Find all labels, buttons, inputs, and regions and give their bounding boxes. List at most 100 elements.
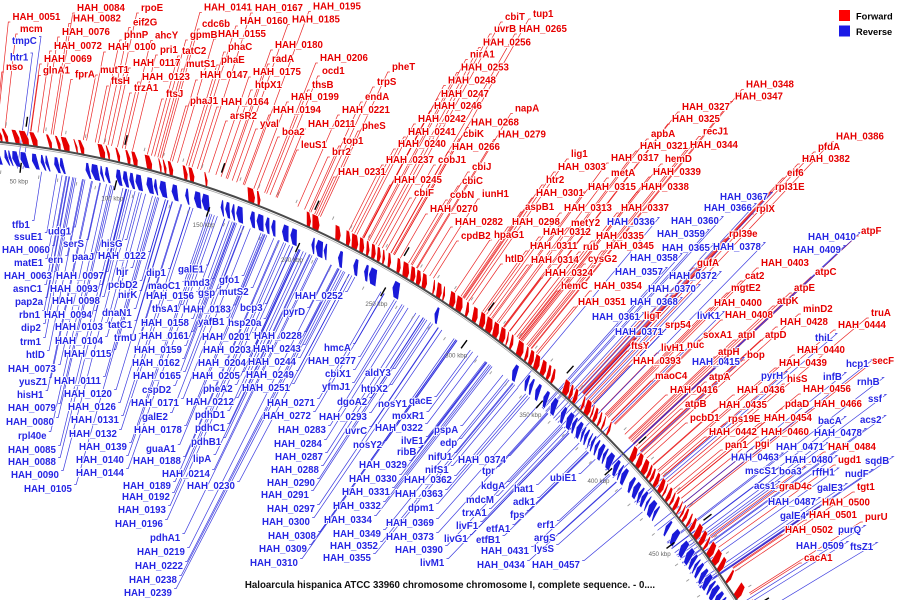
svg-text:pcbD2: pcbD2 bbox=[108, 280, 138, 291]
svg-text:HAH_0139: HAH_0139 bbox=[79, 442, 128, 453]
svg-text:HAH_0410: HAH_0410 bbox=[808, 232, 856, 243]
svg-text:htpX2: htpX2 bbox=[361, 384, 388, 395]
svg-text:etfB1: etfB1 bbox=[476, 535, 501, 546]
svg-text:cat2: cat2 bbox=[745, 271, 764, 282]
svg-text:htpX1: htpX1 bbox=[255, 80, 283, 91]
svg-text:trmU: trmU bbox=[114, 333, 137, 344]
svg-text:guaA1: guaA1 bbox=[146, 444, 176, 455]
svg-text:ligT: ligT bbox=[644, 311, 661, 322]
svg-text:HAH_0336: HAH_0336 bbox=[607, 217, 656, 228]
svg-text:HAH_0076: HAH_0076 bbox=[62, 27, 111, 38]
svg-text:HAH_0313: HAH_0313 bbox=[564, 203, 613, 214]
svg-text:HAH_0309: HAH_0309 bbox=[259, 544, 308, 555]
svg-text:mgtE2: mgtE2 bbox=[731, 283, 761, 294]
svg-text:HAH_0344: HAH_0344 bbox=[690, 140, 739, 151]
svg-text:HAH_0456: HAH_0456 bbox=[803, 384, 852, 395]
svg-text:HAH_0382: HAH_0382 bbox=[802, 154, 850, 165]
svg-text:HAH_0435: HAH_0435 bbox=[719, 400, 768, 411]
svg-text:250 kbp: 250 kbp bbox=[365, 301, 388, 308]
svg-text:mutT1: mutT1 bbox=[100, 65, 130, 76]
svg-text:HAH_0317: HAH_0317 bbox=[611, 153, 659, 164]
svg-text:adk1: adk1 bbox=[513, 497, 536, 508]
svg-text:trm1: trm1 bbox=[20, 337, 42, 348]
svg-text:HAH_0120: HAH_0120 bbox=[64, 389, 112, 400]
svg-text:minD2: minD2 bbox=[803, 304, 833, 315]
svg-text:maoC4: maoC4 bbox=[655, 371, 688, 382]
svg-text:HAH_0195: HAH_0195 bbox=[313, 2, 362, 13]
svg-text:HAH_0185: HAH_0185 bbox=[292, 15, 341, 26]
svg-text:150 kbp: 150 kbp bbox=[193, 222, 216, 229]
svg-text:erf1: erf1 bbox=[537, 520, 555, 531]
svg-text:htlD: htlD bbox=[505, 254, 524, 265]
svg-text:HAH_0103: HAH_0103 bbox=[55, 322, 104, 333]
svg-text:rbn1: rbn1 bbox=[19, 310, 41, 321]
svg-text:HAH_0240: HAH_0240 bbox=[398, 139, 446, 150]
svg-text:cspD2: cspD2 bbox=[142, 385, 171, 396]
svg-text:400 kbp: 400 kbp bbox=[587, 478, 610, 485]
svg-text:HAH_0480: HAH_0480 bbox=[785, 455, 833, 466]
svg-text:HAH_0373: HAH_0373 bbox=[386, 532, 435, 543]
svg-text:iunH1: iunH1 bbox=[482, 189, 510, 200]
svg-text:HAH_0126: HAH_0126 bbox=[68, 402, 117, 413]
svg-text:HAH_0171: HAH_0171 bbox=[131, 398, 180, 409]
svg-text:pan1: pan1 bbox=[725, 440, 748, 451]
svg-text:Forward: Forward bbox=[856, 12, 893, 22]
svg-text:pheA2: pheA2 bbox=[203, 384, 233, 395]
svg-text:pheT: pheT bbox=[392, 62, 415, 73]
svg-text:HAH_0325: HAH_0325 bbox=[672, 114, 721, 125]
svg-text:apbA: apbA bbox=[651, 129, 675, 140]
svg-text:HAH_0360: HAH_0360 bbox=[671, 216, 719, 227]
svg-text:HAH_0487: HAH_0487 bbox=[768, 497, 816, 508]
svg-text:HAH_0211: HAH_0211 bbox=[308, 119, 356, 130]
svg-text:metY2: metY2 bbox=[571, 218, 600, 229]
svg-text:dnaN1: dnaN1 bbox=[102, 308, 132, 319]
svg-text:HAH_0094: HAH_0094 bbox=[44, 310, 93, 321]
svg-text:HAH_0237: HAH_0237 bbox=[386, 155, 434, 166]
svg-text:yval: yval bbox=[260, 119, 279, 130]
svg-text:HAH_0408: HAH_0408 bbox=[725, 310, 774, 321]
svg-text:ilvE1: ilvE1 bbox=[401, 436, 424, 447]
svg-text:endA: endA bbox=[365, 92, 389, 103]
svg-text:bop: bop bbox=[747, 350, 765, 361]
svg-text:HAH_0115: HAH_0115 bbox=[64, 349, 112, 360]
svg-text:rplX: rplX bbox=[756, 204, 775, 215]
svg-text:ribB: ribB bbox=[397, 447, 416, 458]
svg-text:htlD: htlD bbox=[26, 350, 45, 361]
svg-text:truA: truA bbox=[871, 308, 891, 319]
svg-text:tatC2: tatC2 bbox=[182, 46, 206, 57]
svg-text:HAH_0415: HAH_0415 bbox=[692, 357, 741, 368]
svg-text:HAH_0085: HAH_0085 bbox=[8, 445, 57, 456]
svg-text:infB: infB bbox=[823, 372, 842, 383]
svg-text:hat1: hat1 bbox=[514, 484, 535, 495]
svg-text:HAH_0239: HAH_0239 bbox=[124, 588, 173, 599]
svg-text:eif2G: eif2G bbox=[133, 18, 157, 29]
svg-text:atpB: atpB bbox=[685, 399, 707, 410]
svg-text:HAH_0440: HAH_0440 bbox=[797, 345, 845, 356]
svg-text:50 kbp: 50 kbp bbox=[10, 179, 29, 186]
svg-text:HAH_0400: HAH_0400 bbox=[714, 298, 762, 309]
svg-text:uvrB: uvrB bbox=[494, 24, 516, 35]
svg-text:HAH_0339: HAH_0339 bbox=[653, 167, 702, 178]
svg-text:eif6: eif6 bbox=[787, 168, 804, 179]
svg-text:sqdB: sqdB bbox=[865, 456, 889, 467]
svg-text:galE1: galE1 bbox=[178, 265, 204, 276]
svg-text:HAH_0117: HAH_0117 bbox=[133, 58, 180, 69]
svg-text:HAH_0502: HAH_0502 bbox=[785, 525, 833, 536]
svg-text:HAH_0247: HAH_0247 bbox=[441, 89, 489, 100]
svg-text:atpA: atpA bbox=[709, 372, 731, 383]
svg-text:mdcM: mdcM bbox=[466, 495, 494, 506]
svg-text:HAH_0291: HAH_0291 bbox=[261, 490, 310, 501]
svg-text:HAH_0322: HAH_0322 bbox=[375, 423, 423, 434]
svg-text:gfo1: gfo1 bbox=[219, 275, 240, 286]
svg-text:HAH_0290: HAH_0290 bbox=[267, 478, 315, 489]
svg-text:leuS1: leuS1 bbox=[301, 140, 327, 151]
svg-text:rpl31E: rpl31E bbox=[775, 182, 805, 193]
svg-text:bcp3: bcp3 bbox=[240, 303, 263, 314]
svg-text:HAH_0228: HAH_0228 bbox=[254, 331, 303, 342]
svg-text:pgi: pgi bbox=[755, 439, 770, 450]
svg-text:arsR2: arsR2 bbox=[230, 111, 257, 122]
svg-text:HAH_0245: HAH_0245 bbox=[394, 175, 443, 186]
svg-text:HAH_0167: HAH_0167 bbox=[255, 3, 303, 14]
svg-text:HAH_0431: HAH_0431 bbox=[481, 546, 530, 557]
svg-text:galE4: galE4 bbox=[780, 511, 806, 522]
